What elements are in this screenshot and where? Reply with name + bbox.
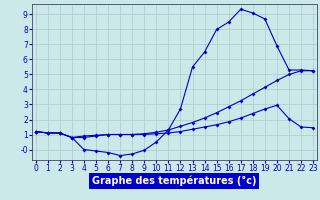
X-axis label: Graphe des températures (°c): Graphe des températures (°c) [92,176,257,186]
